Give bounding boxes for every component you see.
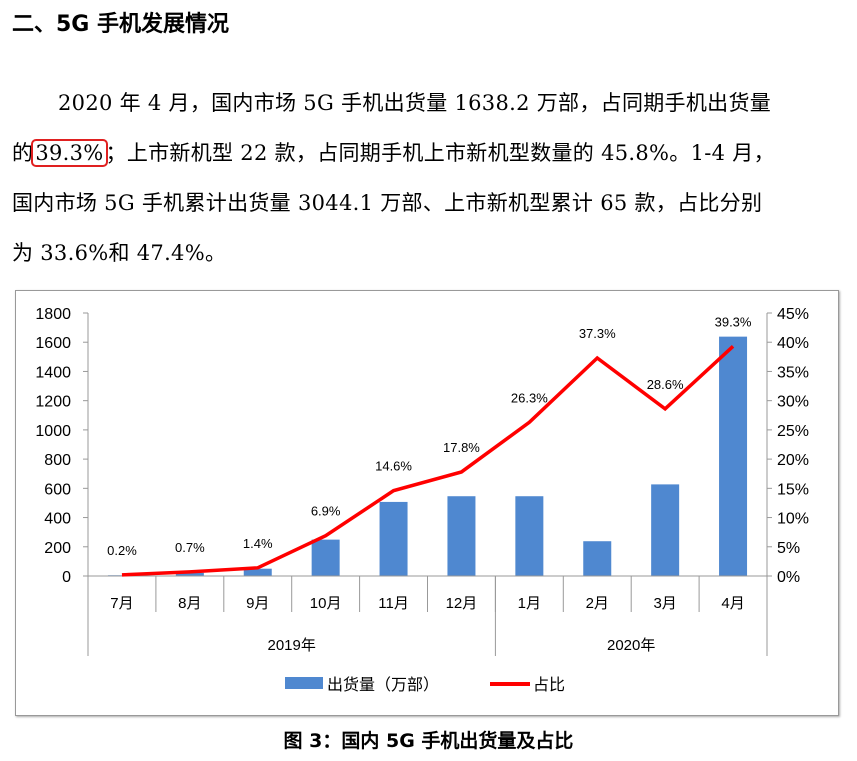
bar-3月 [651,484,680,576]
category-label: 12月 [446,595,478,612]
data-label: 28.6% [647,377,684,392]
share-line [121,345,735,577]
right-tick-label: 35% [777,364,809,381]
left-tick-label: 400 [44,511,71,528]
legend-line-label: 占比 [533,676,565,694]
right-tick-label: 30% [777,394,809,411]
right-tick-label: 15% [777,481,809,498]
legend-bar-label: 出货量（万部） [327,676,439,694]
figure-caption: 图 3：国内 5G 手机出货量及占比 [283,730,574,752]
left-tick-label: 800 [44,452,71,469]
left-tick-label: 1200 [35,394,71,411]
data-label: 6.9% [311,504,341,519]
left-tick-label: 1400 [35,364,71,381]
data-label: 39.3% [715,314,752,329]
para-text: 的 [12,141,34,165]
para-line-4: 为 33.6%和 47.4%。 [12,241,227,265]
para-line-2: 的39.3%；上市新机型 22 款，占同期手机上市新机型数量的 45.8%。1-… [12,128,842,178]
bar-2月 [583,541,612,576]
left-tick-label: 1600 [35,335,71,352]
data-label: 37.3% [579,326,616,341]
data-label: 26.3% [511,390,548,405]
bar-4月 [719,336,748,576]
right-tick-label: 20% [777,452,809,469]
bar-9月 [243,568,272,576]
category-label: 9月 [246,595,269,612]
bar-1月 [515,496,544,576]
right-tick-label: 45% [777,306,809,323]
left-tick-label: 1800 [35,306,71,323]
right-tick-label: 0% [777,569,800,586]
para-line-3: 国内市场 5G 手机累计出货量 3044.1 万部、上市新机型累计 65 款，占… [12,191,763,215]
category-label: 3月 [653,595,676,612]
bar-11月 [379,501,408,576]
group-label: 2019年 [268,637,316,654]
left-tick-label: 1000 [35,423,71,440]
category-label: 7月 [110,595,133,612]
body-paragraph: 2020 年 4 月，国内市场 5G 手机出货量 1638.2 万部，占同期手机… [12,78,842,278]
bar-8月 [175,572,204,576]
legend-bar-swatch [285,677,323,689]
data-label: 0.2% [107,543,137,558]
data-label: 0.7% [175,540,205,555]
highlighted-value: 39.3% [31,139,108,167]
category-label: 8月 [178,595,201,612]
chart-frame [15,290,839,716]
left-tick-label: 0 [62,569,71,586]
right-tick-label: 40% [777,335,809,352]
left-tick-label: 600 [44,481,71,498]
category-label: 11月 [378,595,409,612]
right-tick-label: 5% [777,540,800,557]
para-line-1: 2020 年 4 月，国内市场 5G 手机出货量 1638.2 万部，占同期手机… [58,91,772,115]
group-label: 2020年 [607,637,655,654]
category-label: 10月 [310,595,342,612]
para-text: ；上市新机型 22 款，占同期手机上市新机型数量的 45.8%。1-4 月， [105,141,775,165]
data-label: 1.4% [243,536,273,551]
bar-10月 [311,539,340,576]
data-label: 14.6% [375,459,412,474]
category-label: 2月 [586,595,609,612]
right-tick-label: 10% [777,511,809,528]
left-tick-label: 200 [44,540,71,557]
data-label: 17.8% [443,440,480,455]
category-label: 4月 [721,595,744,612]
right-tick-label: 25% [777,423,809,440]
category-label: 1月 [518,595,541,612]
bar-12月 [447,496,476,576]
section-title: 二、5G 手机发展情况 [12,12,230,37]
